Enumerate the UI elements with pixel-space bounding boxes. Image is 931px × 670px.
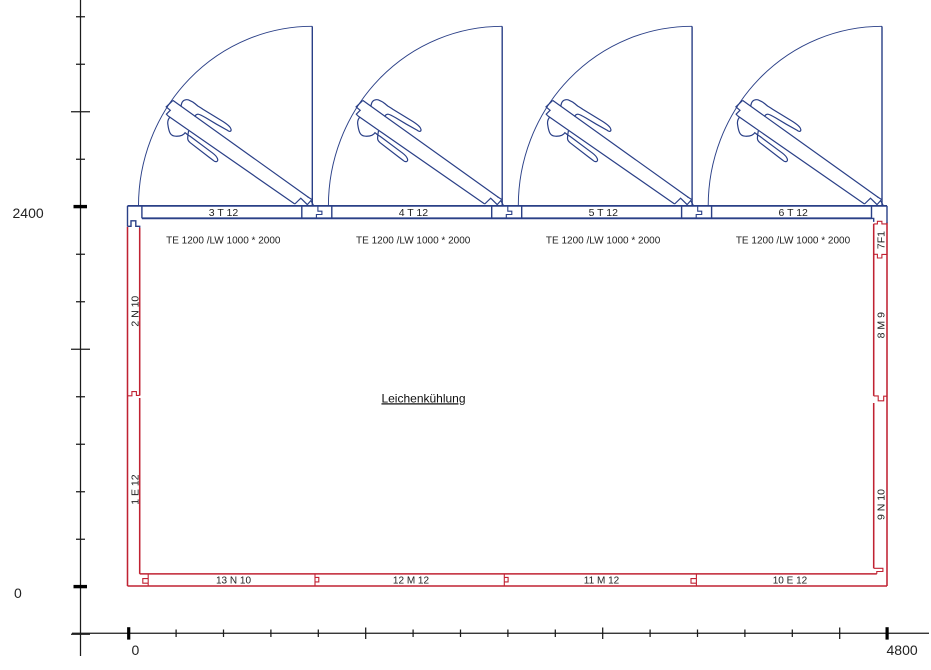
svg-text:12 M 12: 12 M 12 <box>393 576 430 587</box>
svg-text:4 T 12: 4 T 12 <box>399 207 429 219</box>
svg-text:TE 1200 /LW 1000 * 2000: TE 1200 /LW 1000 * 2000 <box>166 235 281 246</box>
svg-text:TE 1200 /LW 1000 * 2000: TE 1200 /LW 1000 * 2000 <box>736 235 851 246</box>
svg-text:2 N 10: 2 N 10 <box>130 296 142 327</box>
svg-text:8 M 9: 8 M 9 <box>875 312 887 338</box>
svg-text:1 E 12: 1 E 12 <box>130 474 142 505</box>
svg-text:4800: 4800 <box>887 642 918 658</box>
svg-text:9 N 10: 9 N 10 <box>875 489 887 520</box>
svg-text:7F1: 7F1 <box>875 231 887 249</box>
svg-text:13 N 10: 13 N 10 <box>216 576 251 587</box>
svg-text:5 T 12: 5 T 12 <box>589 207 619 219</box>
svg-text:TE 1200 /LW 1000 * 2000: TE 1200 /LW 1000 * 2000 <box>546 235 661 246</box>
svg-text:Leichenkühlung: Leichenkühlung <box>381 391 465 405</box>
svg-text:10 E 12: 10 E 12 <box>773 576 808 587</box>
svg-text:6 T 12: 6 T 12 <box>779 207 809 219</box>
svg-text:11 M 12: 11 M 12 <box>584 576 620 587</box>
svg-text:0: 0 <box>132 642 140 658</box>
svg-text:TE 1200 /LW 1000 * 2000: TE 1200 /LW 1000 * 2000 <box>356 235 471 246</box>
svg-text:2400: 2400 <box>13 205 44 221</box>
svg-text:0: 0 <box>14 585 22 601</box>
svg-text:3 T 12: 3 T 12 <box>209 207 239 219</box>
